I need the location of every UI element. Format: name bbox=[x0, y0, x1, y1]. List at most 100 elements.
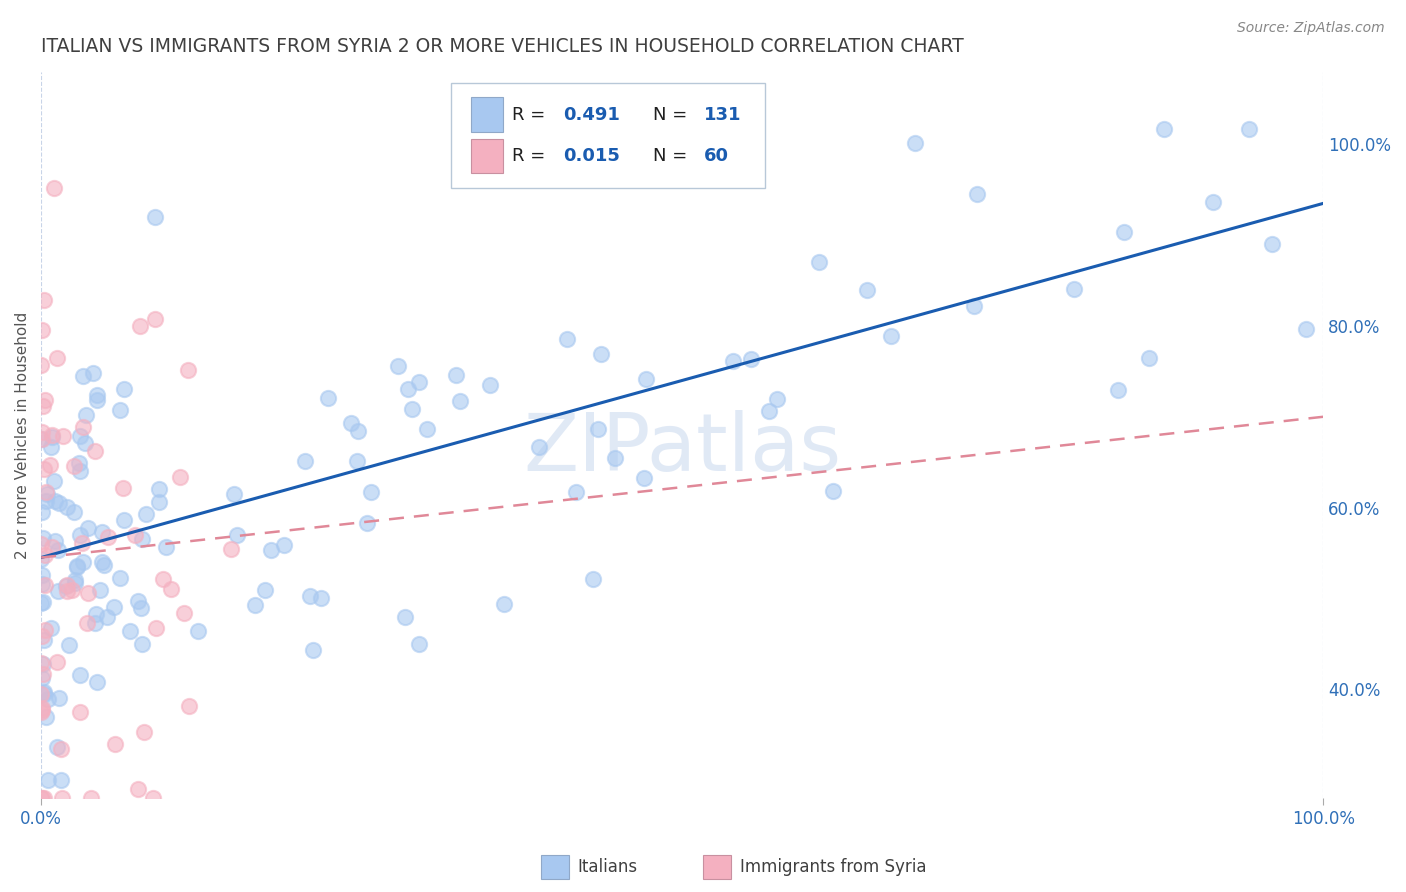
Point bbox=[446, 368, 468, 383]
Point bbox=[58, 638, 80, 652]
Point bbox=[177, 698, 200, 713]
Text: 131: 131 bbox=[704, 105, 741, 124]
Point bbox=[565, 485, 588, 500]
Point bbox=[387, 359, 409, 373]
Point bbox=[879, 329, 901, 343]
Point bbox=[1239, 121, 1261, 136]
Point bbox=[32, 687, 55, 701]
Point bbox=[316, 392, 339, 406]
Point bbox=[112, 513, 135, 527]
Text: ITALIAN VS IMMIGRANTS FROM SYRIA 2 OR MORE VEHICLES IN HOUSEHOLD CORRELATION CHA: ITALIAN VS IMMIGRANTS FROM SYRIA 2 OR MO… bbox=[41, 37, 965, 56]
Point bbox=[124, 527, 146, 541]
Text: 0.015: 0.015 bbox=[562, 147, 620, 165]
Point bbox=[37, 486, 59, 500]
Point bbox=[1260, 236, 1282, 251]
Point bbox=[41, 430, 63, 444]
Point bbox=[48, 496, 70, 510]
Point bbox=[740, 352, 762, 367]
Point bbox=[96, 609, 118, 624]
Point bbox=[63, 458, 86, 473]
Point bbox=[37, 772, 59, 787]
Bar bbox=[471, 97, 502, 132]
Point bbox=[148, 482, 170, 496]
Point bbox=[34, 578, 56, 592]
Point bbox=[449, 394, 471, 409]
Text: ZIPatlas: ZIPatlas bbox=[523, 410, 841, 489]
Point bbox=[32, 791, 55, 805]
Point bbox=[31, 791, 53, 805]
Point bbox=[31, 672, 53, 686]
Text: Immigrants from Syria: Immigrants from Syria bbox=[740, 858, 927, 876]
Point bbox=[110, 403, 132, 417]
Point bbox=[66, 560, 89, 574]
Point bbox=[298, 589, 321, 603]
Point bbox=[30, 432, 52, 446]
Point bbox=[408, 637, 430, 651]
Point bbox=[127, 782, 149, 797]
Point bbox=[1153, 122, 1175, 136]
Point bbox=[39, 621, 62, 635]
Point bbox=[77, 586, 100, 600]
Point bbox=[31, 568, 53, 582]
Point bbox=[129, 600, 152, 615]
Point bbox=[416, 422, 439, 436]
Point bbox=[34, 623, 56, 637]
Point bbox=[243, 598, 266, 612]
Point bbox=[273, 538, 295, 552]
Point bbox=[93, 558, 115, 572]
Point bbox=[69, 705, 91, 719]
Point bbox=[55, 584, 77, 599]
Point bbox=[73, 436, 96, 450]
Point bbox=[31, 595, 53, 609]
Point bbox=[155, 540, 177, 554]
Point bbox=[82, 366, 104, 380]
Point bbox=[62, 505, 84, 519]
Point bbox=[75, 408, 97, 422]
Point bbox=[84, 443, 107, 458]
Text: N =: N = bbox=[652, 105, 693, 124]
Point bbox=[169, 470, 191, 484]
Point bbox=[63, 573, 86, 587]
Point bbox=[86, 675, 108, 690]
Point bbox=[89, 583, 111, 598]
Point bbox=[66, 558, 89, 573]
Point bbox=[70, 535, 93, 549]
Point bbox=[46, 351, 69, 365]
Point bbox=[41, 428, 63, 442]
Point bbox=[65, 575, 87, 590]
Point bbox=[132, 725, 155, 739]
Point bbox=[589, 347, 612, 361]
Point bbox=[260, 543, 283, 558]
Point bbox=[110, 571, 132, 585]
Point bbox=[396, 382, 419, 396]
Point bbox=[145, 621, 167, 635]
Text: 0.491: 0.491 bbox=[562, 105, 620, 124]
Point bbox=[142, 791, 165, 805]
Point bbox=[856, 283, 879, 297]
Point bbox=[1202, 195, 1225, 210]
Text: R =: R = bbox=[512, 105, 551, 124]
Point bbox=[60, 583, 83, 598]
Point bbox=[72, 420, 94, 434]
Point bbox=[131, 637, 153, 651]
Point bbox=[34, 633, 56, 648]
Point bbox=[394, 610, 416, 624]
Point bbox=[408, 376, 430, 390]
Point bbox=[31, 432, 53, 446]
Point bbox=[721, 353, 744, 368]
Point bbox=[31, 703, 53, 717]
Point bbox=[41, 440, 63, 454]
Point bbox=[821, 483, 844, 498]
Bar bbox=[471, 138, 502, 173]
Point bbox=[35, 484, 58, 499]
Point bbox=[966, 186, 988, 201]
Point bbox=[76, 521, 98, 535]
Point bbox=[1114, 225, 1136, 239]
Point bbox=[80, 791, 103, 805]
Point bbox=[103, 600, 125, 615]
Point bbox=[55, 579, 77, 593]
Point bbox=[152, 572, 174, 586]
Point bbox=[758, 403, 780, 417]
Point bbox=[346, 454, 368, 468]
Point bbox=[86, 393, 108, 408]
